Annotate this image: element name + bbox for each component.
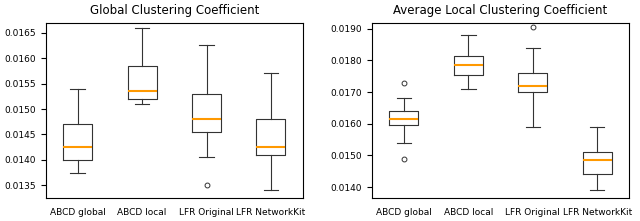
Title: Global Clustering Coefficient: Global Clustering Coefficient (90, 4, 259, 17)
Title: Average Local Clustering Coefficient: Average Local Clustering Coefficient (394, 4, 608, 17)
